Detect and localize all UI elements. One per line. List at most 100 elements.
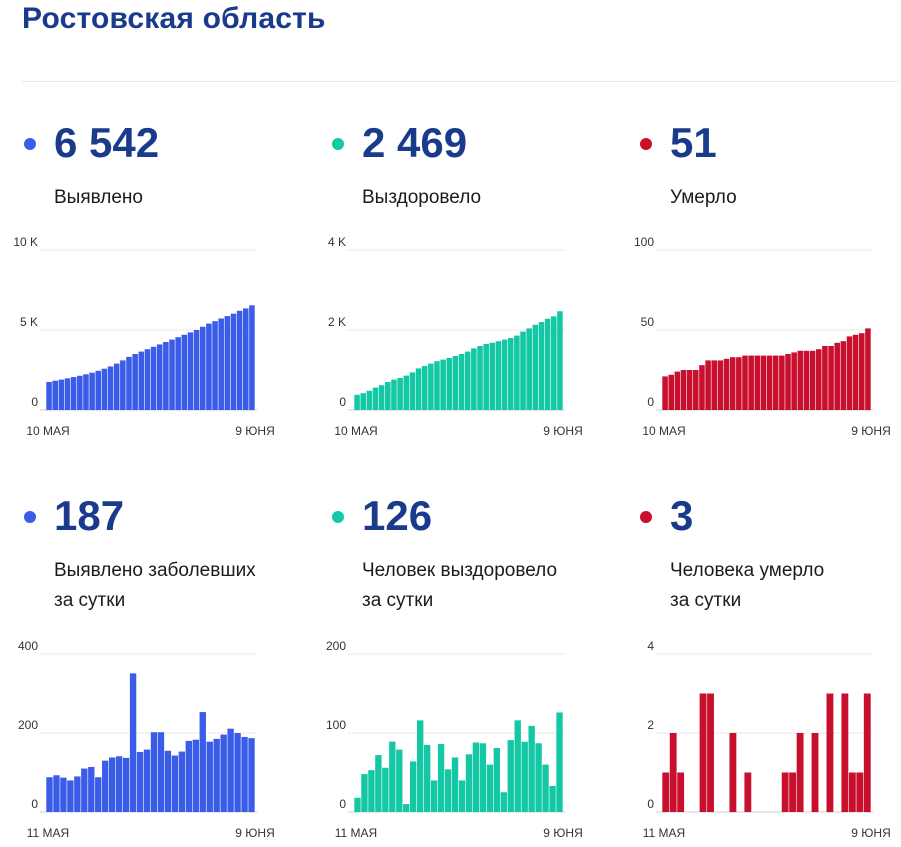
bar [224, 316, 231, 410]
bar [64, 378, 71, 410]
bar [249, 305, 255, 410]
x-tick-label-start: 10 МАЯ [26, 424, 69, 438]
bar [199, 712, 206, 812]
bar [403, 804, 410, 812]
bar [779, 355, 785, 410]
x-tick-label-end: 9 ЮНЯ [851, 826, 890, 840]
bar [863, 693, 871, 812]
bar [444, 769, 452, 812]
bar [493, 748, 500, 812]
bar [693, 370, 699, 410]
bar [852, 334, 859, 410]
bar [668, 374, 674, 410]
y-tick-label: 2 K [328, 315, 346, 329]
y-tick-label: 200 [326, 640, 346, 653]
y-tick-label: 0 [647, 395, 654, 409]
bar [677, 772, 685, 812]
bar [375, 755, 382, 812]
bar [227, 728, 234, 812]
bar [686, 370, 693, 410]
bar [220, 734, 227, 812]
y-tick-label: 10 K [13, 236, 38, 249]
bar [157, 732, 165, 812]
bar [378, 385, 385, 410]
bar [164, 750, 172, 812]
bar [744, 772, 752, 812]
bar [361, 774, 368, 812]
bar [464, 351, 471, 410]
bar [187, 332, 194, 410]
bar [760, 355, 767, 410]
chart-total-cases: 0 5 K 10 K 10 МАЯ 9 ЮНЯ [0, 236, 295, 446]
bar [748, 355, 754, 410]
bar [421, 366, 428, 410]
teal-dot-icon [332, 138, 344, 150]
bar [486, 764, 494, 812]
bar [556, 712, 563, 812]
bar [551, 316, 557, 410]
bar [520, 331, 526, 410]
chart-svg: 0 200 400 11 МАЯ 9 ЮНЯ [18, 640, 275, 840]
y-tick-label: 0 [31, 797, 38, 811]
bar [471, 348, 477, 410]
bar [815, 349, 822, 410]
bar [368, 770, 375, 812]
bar [409, 372, 416, 410]
bar [514, 720, 521, 812]
bar [120, 360, 126, 410]
y-tick-label: 100 [326, 718, 346, 732]
bar [101, 368, 108, 410]
bar [89, 372, 95, 410]
bar [826, 693, 834, 812]
stat-label: Умерло [670, 187, 737, 208]
bar [736, 357, 742, 410]
bar [122, 757, 130, 812]
bar [109, 757, 116, 812]
x-tick-label-start: 11 МАЯ [335, 826, 377, 840]
bar [828, 346, 834, 410]
bar [542, 764, 549, 812]
bar [391, 379, 397, 410]
bar [535, 743, 542, 812]
bar [669, 733, 677, 812]
bar [372, 387, 379, 410]
bar [234, 733, 241, 812]
x-tick-label-start: 10 МАЯ [642, 424, 685, 438]
stat-value: 187 [54, 492, 125, 539]
bar [705, 360, 711, 410]
bar [67, 780, 74, 812]
bar [113, 363, 120, 410]
bar [699, 365, 705, 410]
bar [88, 766, 95, 812]
bar [397, 378, 403, 410]
chart-daily-cases: 0 200 400 11 МАЯ 9 ЮНЯ [0, 640, 295, 847]
chart-total-recovered: 0 2 K 4 K 10 МАЯ 9 ЮНЯ [308, 236, 603, 446]
bar [754, 355, 761, 410]
bar [791, 352, 797, 410]
bar [848, 772, 856, 812]
bar [446, 358, 453, 410]
bar [507, 338, 514, 410]
bar [809, 350, 816, 410]
bar [181, 334, 188, 410]
y-tick-label: 100 [634, 236, 654, 249]
bar [150, 346, 157, 410]
bar [410, 761, 417, 812]
bar [83, 374, 89, 410]
y-tick-label: 2 [647, 718, 654, 732]
bar [156, 344, 163, 410]
y-tick-label: 200 [18, 718, 38, 732]
bar [865, 328, 871, 410]
bar [199, 326, 206, 410]
teal-dot-icon [332, 511, 344, 523]
bar [822, 346, 828, 410]
x-tick-label-end: 9 ЮНЯ [851, 424, 890, 438]
bar [789, 772, 797, 812]
bar [489, 342, 496, 410]
bar [796, 733, 804, 812]
stat-label-line2: за сутки [362, 590, 434, 611]
bar [528, 725, 535, 812]
bar [354, 394, 360, 410]
bar [192, 739, 199, 812]
x-tick-label-end: 9 ЮНЯ [235, 826, 274, 840]
